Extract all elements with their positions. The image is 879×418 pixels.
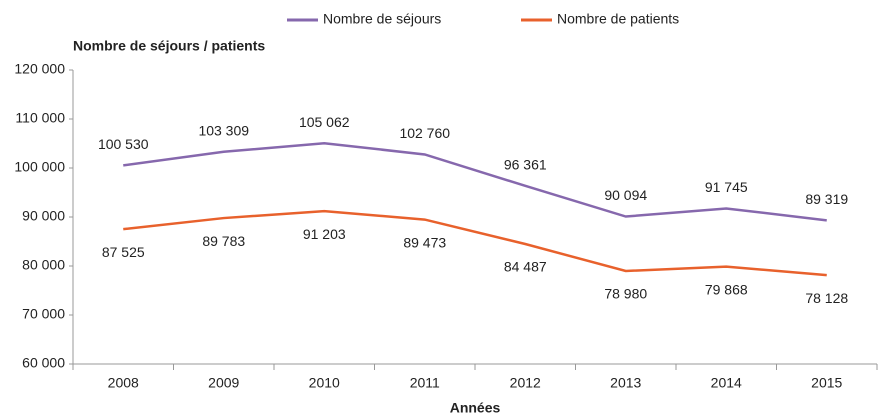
data-label: 105 062 xyxy=(299,114,350,130)
y-tick-label: 90 000 xyxy=(22,208,65,224)
x-tick-label: 2010 xyxy=(309,375,340,391)
y-axis-title: Nombre de séjours / patients xyxy=(73,38,265,54)
legend-label: Nombre de séjours xyxy=(323,11,441,27)
data-label: 78 128 xyxy=(805,290,848,306)
data-label: 91 745 xyxy=(705,179,748,195)
data-label: 90 094 xyxy=(604,187,647,203)
y-tick-label: 70 000 xyxy=(22,306,65,322)
legend-label: Nombre de patients xyxy=(557,11,679,27)
y-tick-label: 100 000 xyxy=(14,159,65,175)
x-tick-label: 2014 xyxy=(711,375,742,391)
y-tick-label: 120 000 xyxy=(14,61,65,77)
data-label: 89 783 xyxy=(202,233,245,249)
x-tick-label: 2011 xyxy=(410,375,440,391)
data-label: 78 980 xyxy=(604,286,647,302)
data-label: 84 487 xyxy=(504,259,547,275)
y-tick-label: 60 000 xyxy=(22,355,65,371)
x-tick-label: 2009 xyxy=(208,375,239,391)
series-line xyxy=(123,209,827,277)
data-label: 102 760 xyxy=(399,125,450,141)
x-tick-label: 2013 xyxy=(610,375,641,391)
y-tick-label: 80 000 xyxy=(22,257,65,273)
data-label: 91 203 xyxy=(303,226,346,242)
data-label: 103 309 xyxy=(198,122,249,138)
y-tick-label: 110 000 xyxy=(15,110,65,126)
series-line xyxy=(123,141,827,222)
data-label: 87 525 xyxy=(102,244,145,260)
x-tick-label: 2012 xyxy=(510,375,541,391)
data-label: 96 361 xyxy=(504,157,547,173)
data-label: 79 868 xyxy=(705,281,748,297)
data-label: 89 319 xyxy=(805,191,848,207)
x-tick-label: 2015 xyxy=(811,375,842,391)
data-label: 100 530 xyxy=(98,136,149,152)
data-label: 89 473 xyxy=(403,234,446,250)
x-axis-title: Années xyxy=(450,400,501,416)
x-tick-label: 2008 xyxy=(108,375,139,391)
